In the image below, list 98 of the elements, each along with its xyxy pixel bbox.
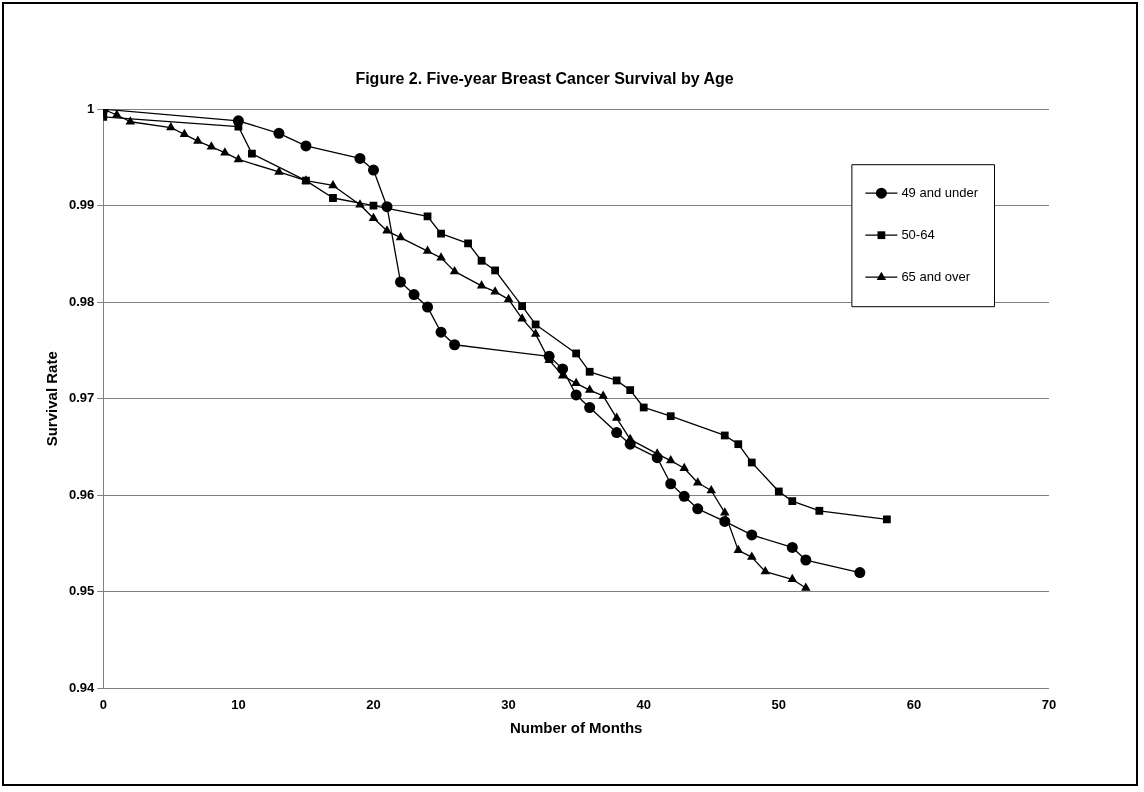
point	[436, 252, 446, 261]
point	[639, 403, 648, 412]
point	[368, 164, 379, 176]
point	[449, 339, 461, 351]
point	[354, 152, 366, 164]
point	[786, 541, 798, 553]
point	[518, 302, 526, 311]
point	[206, 141, 217, 150]
point	[477, 256, 486, 265]
x-tick-label: 50	[771, 696, 787, 712]
point	[747, 458, 756, 467]
x-tick-label: 0	[99, 696, 107, 712]
legend-label: 49 and under	[901, 184, 979, 200]
point	[882, 515, 891, 524]
y-tick-label: 0.97	[68, 390, 95, 406]
point	[788, 497, 797, 506]
y-tick-label: 0.99	[68, 197, 95, 213]
point	[408, 289, 420, 301]
point	[248, 149, 256, 158]
point	[800, 554, 812, 566]
point	[584, 401, 596, 413]
point	[572, 349, 581, 358]
point	[734, 440, 743, 449]
point	[490, 286, 500, 295]
point	[854, 567, 866, 579]
point	[423, 212, 432, 221]
point	[665, 455, 676, 464]
point	[464, 239, 472, 248]
point	[449, 265, 460, 275]
point	[422, 245, 433, 254]
point	[815, 506, 824, 515]
point	[369, 201, 378, 210]
point	[112, 109, 122, 118]
point	[193, 135, 203, 144]
y-axis-title: Survival Rate	[43, 351, 61, 447]
point	[585, 367, 594, 376]
point	[300, 140, 312, 152]
x-tick-label: 60	[906, 696, 922, 712]
point	[801, 582, 811, 591]
y-tick-label: 0.96	[68, 486, 95, 502]
point	[382, 225, 392, 234]
point	[166, 122, 176, 131]
point	[598, 390, 608, 399]
point	[422, 301, 434, 313]
point	[611, 427, 623, 439]
point	[720, 431, 729, 440]
y-tick-label: 0.94	[68, 679, 96, 695]
point	[437, 229, 445, 238]
point	[329, 194, 337, 202]
point	[531, 320, 540, 329]
point	[611, 412, 622, 421]
point	[476, 280, 487, 289]
point	[584, 384, 595, 393]
point	[517, 313, 527, 322]
point	[368, 212, 379, 222]
x-tick-label: 70	[1041, 696, 1057, 712]
point	[747, 551, 757, 560]
point	[746, 529, 758, 541]
point	[774, 487, 783, 496]
x-tick-label: 30	[501, 696, 516, 712]
legend-label: 65 and over	[901, 268, 971, 284]
x-tick-label: 20	[366, 696, 381, 712]
x-tick-label: 10	[231, 696, 246, 712]
chart-title: Figure 2. Five-year Breast Cancer Survival by Age	[355, 70, 734, 88]
point	[435, 326, 447, 338]
point	[625, 433, 635, 443]
point	[612, 376, 621, 385]
point	[274, 166, 284, 175]
point	[679, 462, 689, 472]
point	[503, 293, 514, 303]
point	[530, 328, 541, 337]
point	[395, 276, 407, 288]
x-axis-title: Number of Months	[509, 719, 643, 737]
point	[626, 386, 635, 394]
point	[395, 232, 406, 241]
x-tick-label: 40	[636, 696, 651, 712]
point	[678, 490, 690, 502]
point	[355, 199, 365, 208]
point	[733, 544, 744, 554]
point	[692, 477, 703, 486]
point	[570, 389, 582, 401]
point	[328, 179, 338, 189]
point	[571, 377, 581, 387]
y-tick-label: 0.98	[68, 293, 95, 309]
point	[179, 128, 190, 138]
point	[491, 266, 499, 275]
point	[787, 573, 798, 583]
point	[760, 566, 771, 575]
point	[665, 478, 677, 490]
y-tick-label: 0.95	[68, 583, 95, 599]
legend-label: 50-64	[901, 226, 935, 242]
point	[666, 412, 675, 421]
point	[706, 485, 717, 494]
point	[692, 503, 704, 515]
point	[220, 147, 230, 156]
point	[233, 153, 244, 163]
y-tick-label: 1	[87, 100, 95, 116]
point	[273, 127, 285, 139]
